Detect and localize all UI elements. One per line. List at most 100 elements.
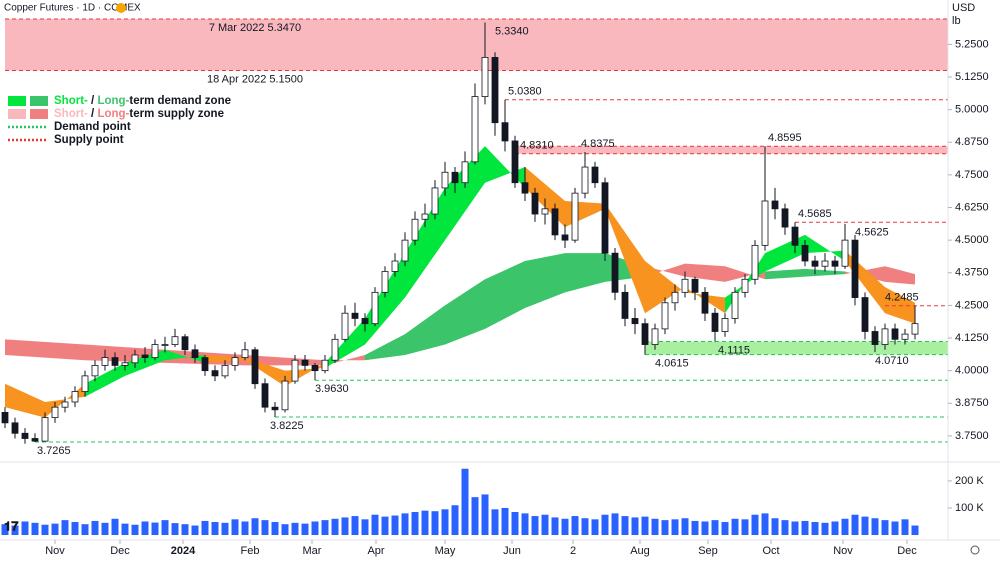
candle-body — [81, 375, 89, 392]
candle-body — [351, 312, 359, 319]
candle-body — [71, 391, 79, 403]
y-tick-label: 4.2500 — [955, 299, 989, 311]
volume-bar — [271, 522, 279, 535]
y-tick-label: 4.1250 — [955, 332, 989, 344]
y-tick-label: 5.2500 — [955, 38, 989, 50]
candle-body — [681, 278, 689, 293]
volume-bar — [471, 497, 479, 535]
volume-bar — [301, 523, 309, 535]
x-tick-label: Nov — [833, 545, 853, 557]
volume-bar — [721, 522, 729, 535]
status-icon — [116, 3, 126, 13]
volume-bar — [151, 522, 159, 535]
candle-body — [221, 365, 229, 377]
candle-body — [481, 57, 489, 97]
volume-bar — [591, 519, 599, 535]
volume-bar — [371, 514, 379, 535]
volume-bar — [441, 509, 449, 535]
annotation: 3.8225 — [270, 420, 304, 432]
candle-body — [241, 349, 249, 358]
y-tick-label: 3.7500 — [955, 430, 989, 442]
volume-bar — [21, 521, 29, 535]
volume-bar — [71, 522, 79, 535]
candle-body — [101, 357, 109, 366]
candle-body — [891, 328, 899, 340]
y-tick-label: 4.3750 — [955, 267, 989, 279]
volume-bar — [451, 505, 459, 535]
volume-bar — [251, 518, 259, 535]
annotation: 7 Mar 2022 5.3470 — [209, 22, 301, 34]
annotation: 4.0615 — [655, 357, 689, 369]
legend-text: Supply point — [54, 134, 124, 146]
volume-bar — [531, 516, 539, 535]
x-tick-label: Apr — [367, 545, 384, 557]
candle-body — [741, 278, 749, 293]
volume-bar — [651, 518, 659, 535]
y-tick-label: 4.6250 — [955, 201, 989, 213]
legend-text: Short- — [54, 108, 88, 120]
legend-label: Supply point — [54, 134, 124, 146]
candle-body — [551, 208, 559, 236]
candle-body — [641, 323, 649, 345]
band-segment — [605, 203, 645, 314]
volume-bar — [111, 518, 119, 535]
volume-bar — [801, 520, 809, 535]
candle-body — [841, 239, 849, 267]
annotation: 4.8595 — [768, 132, 802, 144]
band-segment — [365, 334, 405, 361]
annotation: 3.7265 — [37, 445, 71, 457]
legend-text: term supply zone — [129, 108, 224, 120]
volume-bar — [321, 520, 329, 535]
volume-bar — [161, 520, 169, 535]
y-tick-label: 5.1250 — [955, 71, 989, 83]
candle-body — [711, 312, 719, 332]
candle-body — [851, 239, 859, 298]
volume-bar — [661, 520, 669, 535]
candle-body — [861, 297, 869, 332]
volume-bar — [391, 515, 399, 535]
x-tick-label: Feb — [241, 545, 260, 557]
candle-body — [181, 336, 189, 351]
annotation: 4.8310 — [520, 140, 554, 152]
volume-bar — [711, 520, 719, 535]
volume-bar — [1, 524, 9, 535]
volume-bar — [201, 520, 209, 535]
volume-bar — [561, 518, 569, 535]
volume-bar — [341, 517, 349, 535]
volume-bar — [121, 523, 129, 535]
legend-swatch — [30, 109, 48, 119]
volume-bar — [311, 521, 319, 535]
x-tick-label: Oct — [762, 545, 779, 557]
band-segment — [445, 146, 485, 241]
candle-body — [541, 208, 549, 215]
candle-body — [881, 328, 889, 345]
y-tick-label: 4.5000 — [955, 234, 989, 246]
volume-bar — [431, 511, 439, 535]
band-segment — [885, 266, 915, 285]
volume-bar — [811, 522, 819, 535]
volume-bar — [761, 513, 769, 535]
volume-bar — [771, 518, 779, 535]
volume-bar — [751, 514, 759, 535]
candle-body — [831, 260, 839, 267]
volume-bar — [211, 522, 219, 535]
candle-body — [761, 200, 769, 246]
candle-body — [601, 182, 609, 254]
legend-text: / — [88, 95, 98, 107]
volume-bar — [821, 522, 829, 535]
candle-body — [811, 260, 819, 267]
band-segment — [565, 253, 605, 293]
candle-body — [61, 401, 69, 408]
candle-body — [171, 336, 179, 345]
volume-bar — [731, 518, 739, 535]
candle-body — [581, 166, 589, 194]
settings-icon[interactable] — [970, 545, 980, 555]
candle-body — [471, 96, 479, 163]
candle-body — [781, 208, 789, 228]
volume-bar — [141, 521, 149, 535]
candle-body — [201, 357, 209, 372]
volume-bar — [91, 520, 99, 535]
candle-body — [41, 417, 49, 442]
volume-bar — [551, 517, 559, 535]
candle-body — [301, 359, 309, 366]
